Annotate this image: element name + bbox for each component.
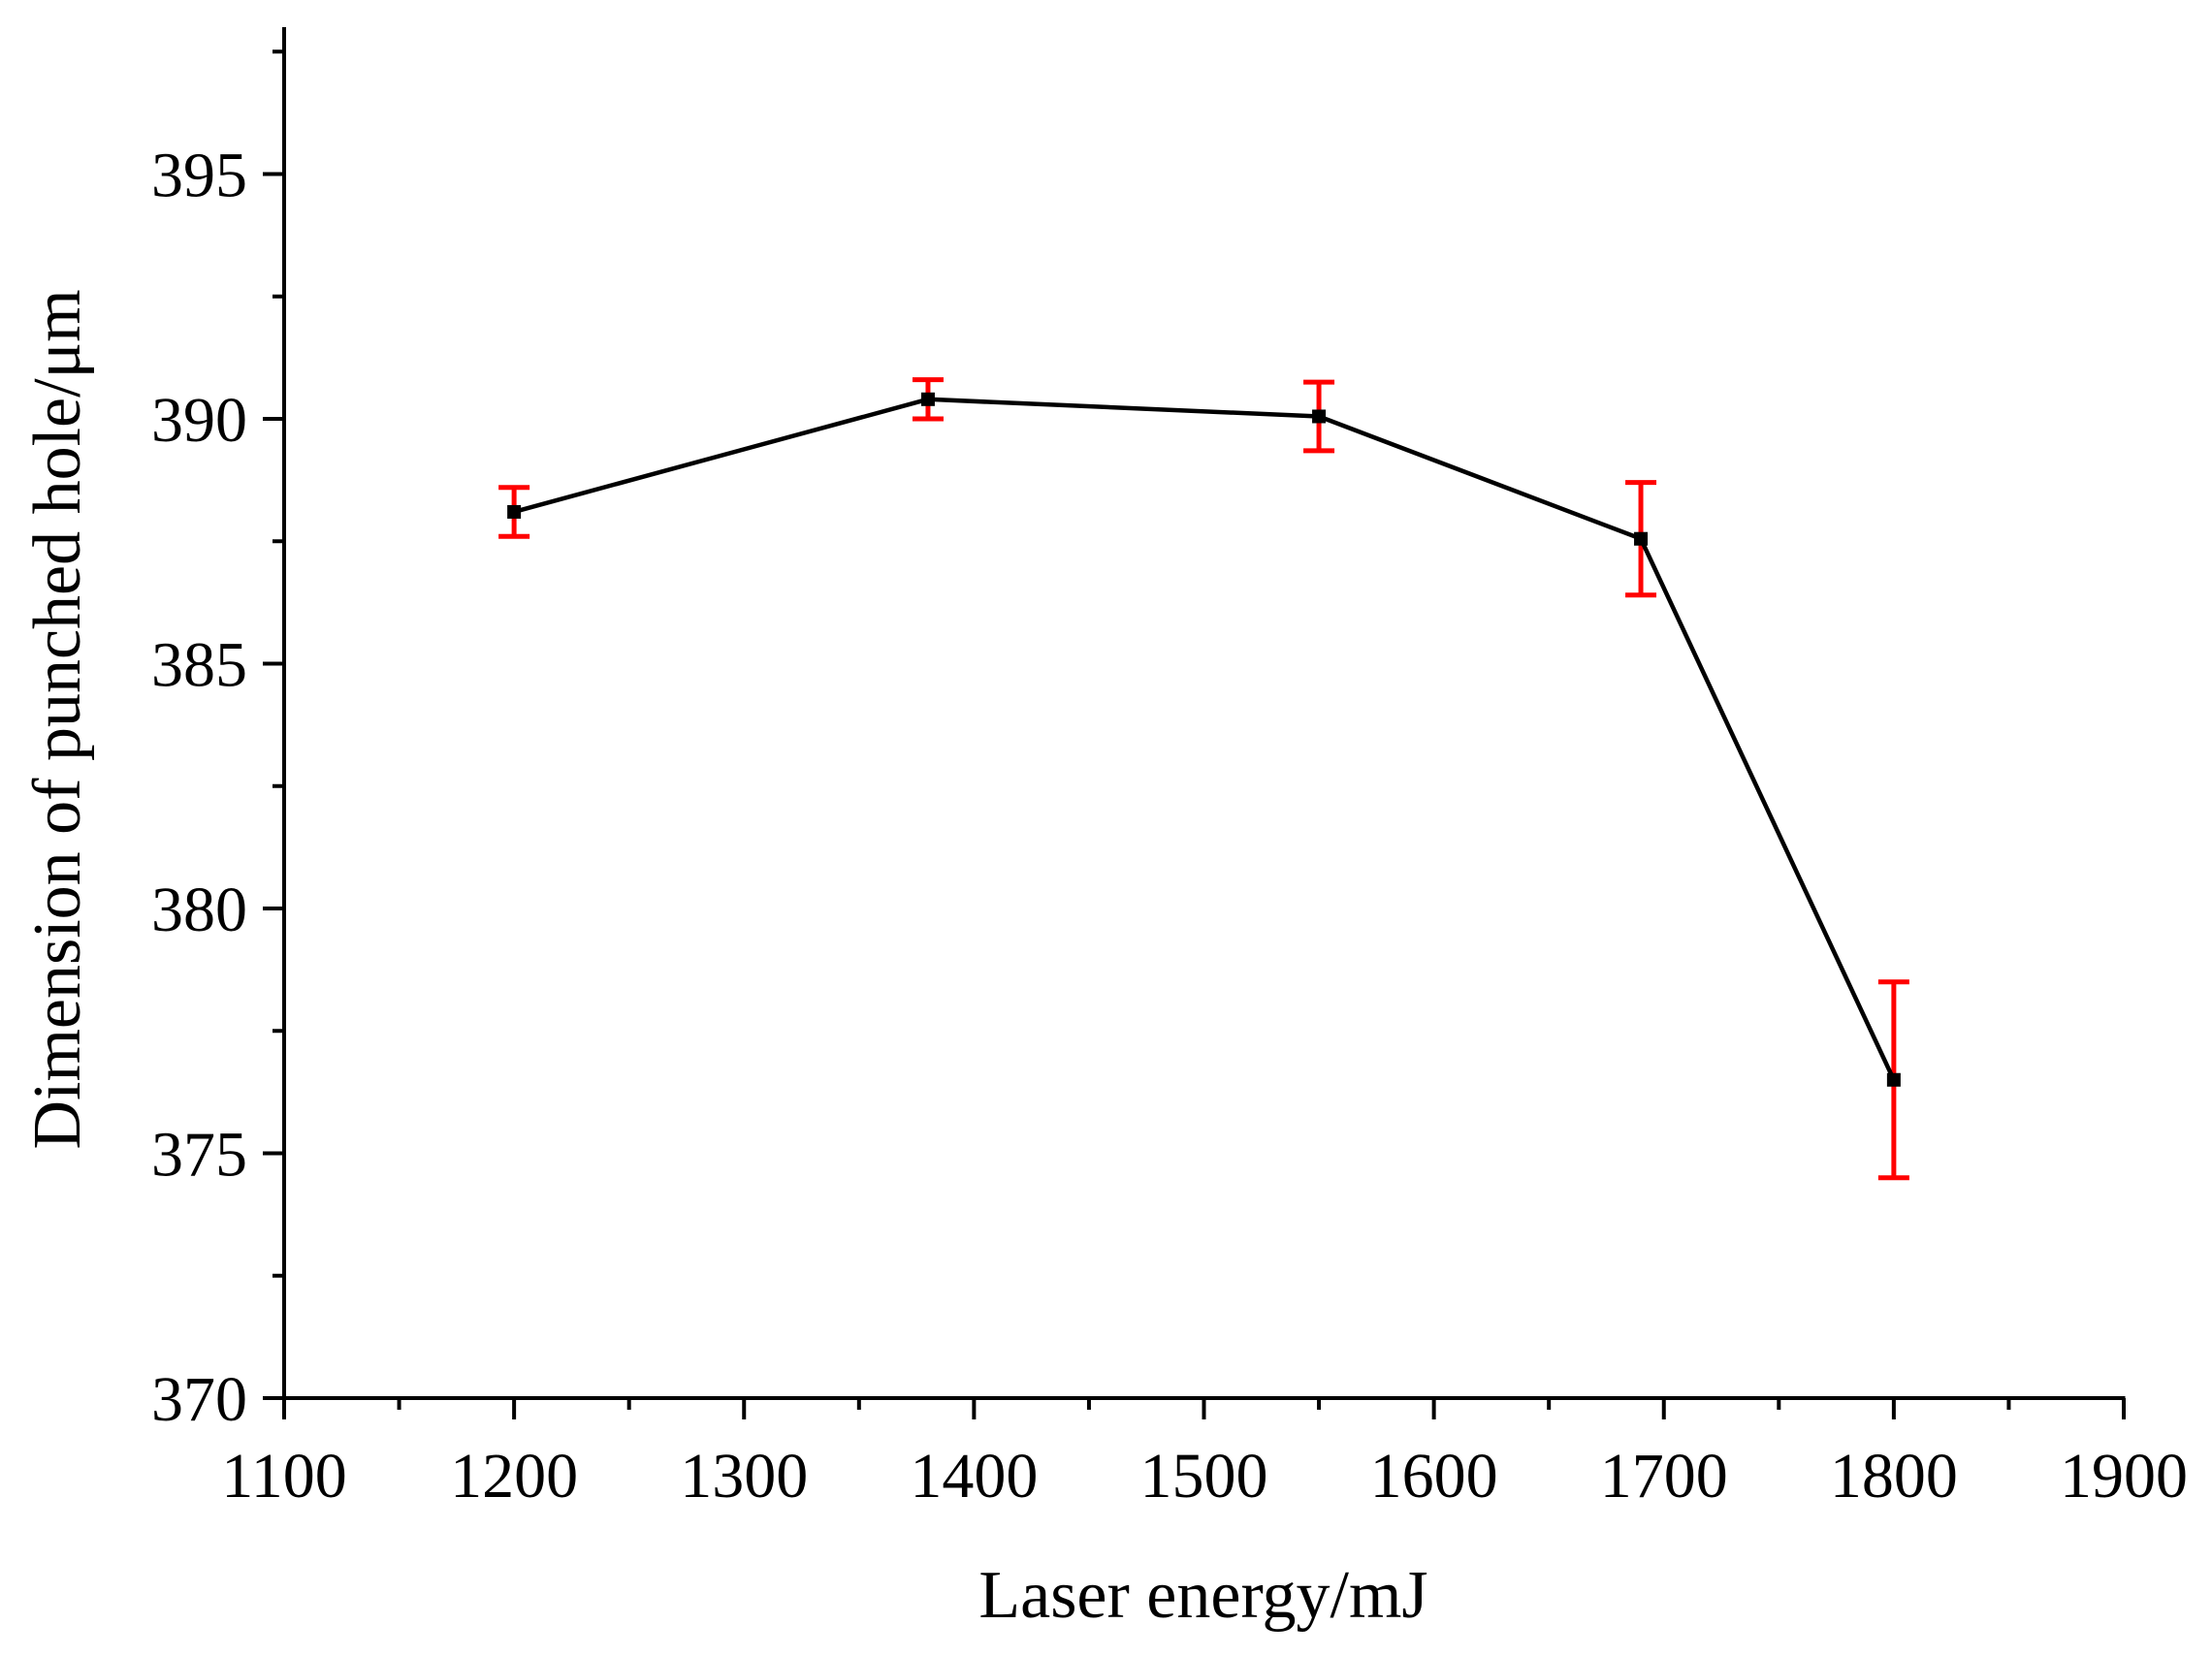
data-point <box>1312 409 1327 424</box>
data-series <box>507 392 1901 1087</box>
x-tick-label: 1700 <box>1600 1441 1728 1512</box>
y-tick-label: 385 <box>151 630 247 701</box>
x-tick-label: 1800 <box>1830 1441 1958 1512</box>
x-tick-label: 1500 <box>1140 1441 1268 1512</box>
x-tick-label: 1300 <box>680 1441 808 1512</box>
data-point <box>507 504 522 519</box>
y-tick-label: 390 <box>151 385 247 456</box>
y-axis-title: Dimension of punched hole/μm <box>20 289 95 1149</box>
x-tick-label: 1600 <box>1370 1441 1498 1512</box>
x-tick-label: 1200 <box>450 1441 578 1512</box>
data-point <box>1634 531 1649 546</box>
x-tick-label: 1100 <box>221 1441 347 1512</box>
series-line <box>513 397 1896 1081</box>
axes <box>282 27 2126 1400</box>
x-tick-label: 1900 <box>2060 1441 2188 1512</box>
y-tick-label: 375 <box>151 1120 247 1191</box>
tick-marks <box>263 49 2126 1419</box>
error-bars <box>498 377 1909 1181</box>
y-tick-label: 380 <box>151 875 247 945</box>
y-tick-label: 395 <box>151 141 247 211</box>
x-axis-title: Laser energy/mJ <box>978 1558 1427 1633</box>
data-point <box>920 392 935 406</box>
data-point <box>1886 1072 1901 1087</box>
x-tick-label: 1400 <box>910 1441 1038 1512</box>
y-tick-label: 370 <box>151 1364 247 1435</box>
tick-labels: 1100 1200 1300 1400 1500 1600 1700 1800 1900 370 3… <box>151 141 2188 1513</box>
